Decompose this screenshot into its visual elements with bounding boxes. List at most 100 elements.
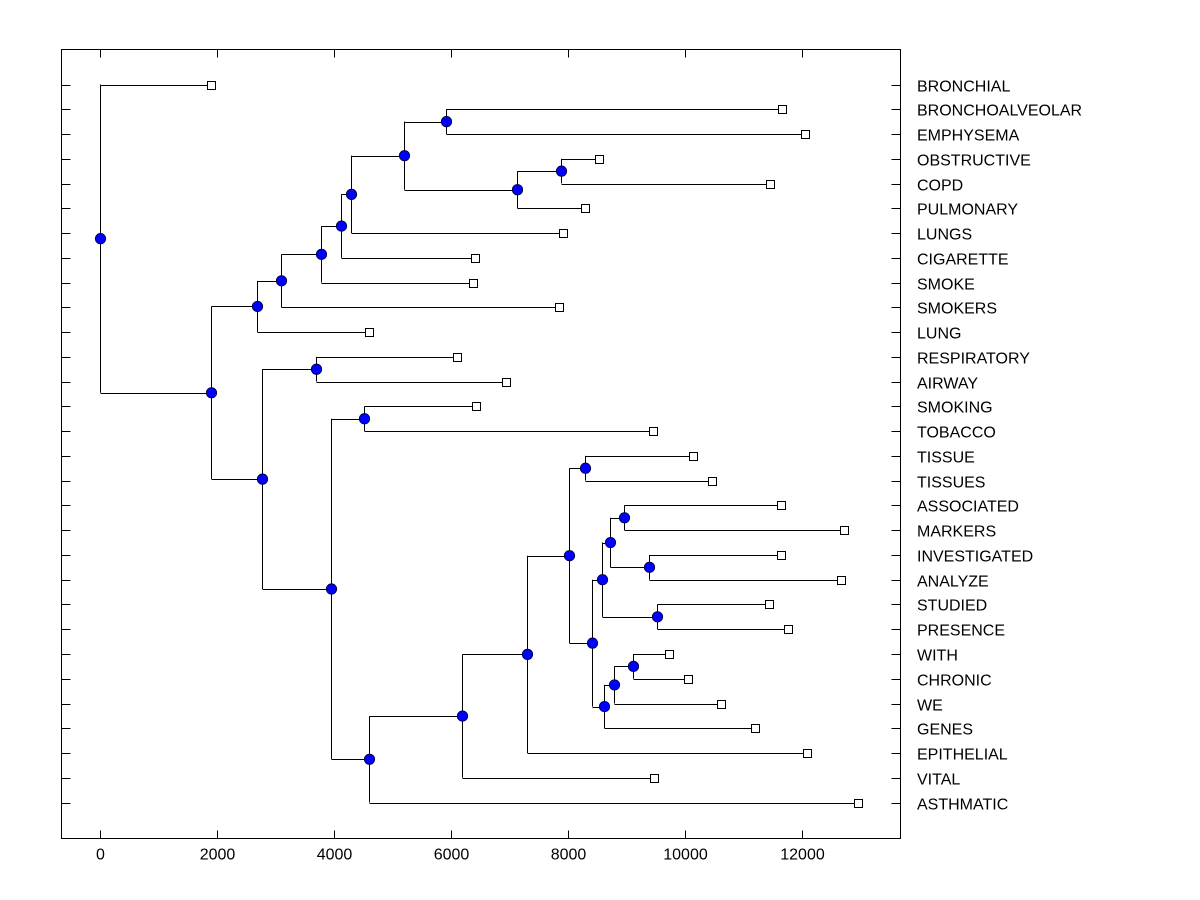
leaf-marker: [472, 402, 481, 411]
leaf-marker: [649, 427, 658, 436]
internal-node: [251, 300, 264, 313]
leaf-label: BRONCHIAL: [917, 79, 1010, 96]
leaf-marker: [765, 600, 774, 609]
leaf-marker: [453, 353, 462, 362]
leaf-markers: [207, 81, 863, 808]
internal-node: [275, 275, 288, 287]
leaf-marker: [365, 328, 374, 337]
internal-node: [555, 165, 568, 177]
internal-node: [363, 753, 376, 765]
leaf-label: SMOKE: [917, 277, 975, 294]
leaf-label: OBSTRUCTIVE: [917, 153, 1031, 170]
internal-node: [596, 574, 609, 586]
leaf-marker: [784, 625, 793, 634]
internal-node: [627, 660, 640, 672]
leaf-marker: [801, 130, 810, 139]
leaf-label: CHRONIC: [917, 673, 992, 690]
leaf-label: SMOKERS: [917, 301, 997, 318]
leaf-label: TOBACCO: [917, 425, 996, 442]
leaf-marker: [207, 81, 216, 90]
leaf-label: PULMONARY: [917, 202, 1018, 219]
leaf-marker: [471, 254, 480, 263]
internal-node: [643, 561, 656, 573]
leaf-marker: [689, 452, 698, 461]
leaf-marker: [708, 477, 717, 486]
leaf-label: RESPIRATORY: [917, 351, 1030, 368]
leaf-label: ANALYZE: [917, 574, 989, 591]
internal-node: [205, 387, 218, 399]
x-tick-label: 0: [96, 847, 105, 864]
leaf-label: LUNGS: [917, 227, 972, 244]
leaf-label: WE: [917, 698, 943, 715]
leaf-label: MARKERS: [917, 524, 996, 541]
x-tick-label: 10000: [663, 847, 708, 864]
internal-node: [651, 611, 664, 623]
leaf-marker: [751, 724, 760, 733]
internal-node-markers: [94, 116, 664, 765]
leaf-label: BRONCHOALVEOLAR: [917, 103, 1082, 120]
internal-node: [398, 150, 411, 162]
leaf-label: SMOKING: [917, 400, 993, 417]
x-tick-label: 4000: [317, 847, 353, 864]
leaf-marker: [837, 576, 846, 585]
leaf-label: INVESTIGATED: [917, 549, 1033, 566]
x-tick-label: 6000: [434, 847, 470, 864]
x-tick-label: 2000: [200, 847, 236, 864]
leaf-marker: [840, 526, 849, 535]
internal-node: [325, 583, 338, 595]
leaf-label: STUDIED: [917, 598, 987, 615]
leaf-label: COPD: [917, 178, 963, 195]
leaf-label: GENES: [917, 722, 973, 739]
internal-node: [456, 710, 469, 722]
leaf-label: CIGARETTE: [917, 252, 1009, 269]
internal-node: [310, 363, 323, 375]
leaf-marker: [595, 155, 604, 164]
leaf-labels: BRONCHIAL BRONCHOALVEOLAR EMPHYSEMA OBSTRUC…: [917, 79, 1082, 814]
internal-node: [604, 536, 617, 549]
internal-node: [440, 116, 453, 128]
internal-node: [608, 679, 621, 691]
leaf-marker: [581, 204, 590, 213]
leaf-marker: [803, 749, 812, 758]
plot-frame: [61, 49, 901, 839]
leaf-label: LUNG: [917, 326, 961, 343]
internal-node: [315, 248, 328, 260]
internal-node: [579, 462, 592, 474]
leaf-marker: [502, 378, 511, 387]
leaf-marker: [469, 279, 478, 288]
leaf-label: PRESENCE: [917, 623, 1005, 640]
internal-node: [256, 473, 269, 485]
tree-edges: [100, 84, 859, 804]
x-tick-label: 8000: [551, 847, 587, 864]
leaf-marker: [777, 501, 786, 510]
leaf-marker: [559, 229, 568, 238]
leaf-label: AIRWAY: [917, 376, 978, 393]
leaf-marker: [854, 799, 863, 808]
internal-node: [358, 413, 371, 425]
internal-node: [618, 512, 631, 524]
leaf-label: ASTHMATIC: [917, 797, 1008, 814]
leaf-label: WITH: [917, 648, 958, 665]
axis-ticks: [61, 49, 901, 839]
x-axis-tick-labels: 0 2000 4000 6000 8000 10000 12000: [96, 847, 825, 864]
leaf-marker: [555, 303, 564, 312]
internal-node: [511, 184, 524, 196]
internal-node: [521, 648, 534, 660]
leaf-label: VITAL: [917, 772, 960, 789]
leaf-label: ASSOCIATED: [917, 499, 1019, 516]
leaf-marker: [717, 700, 726, 709]
leaf-marker: [777, 551, 786, 560]
leaf-marker: [665, 650, 674, 659]
internal-node: [563, 550, 576, 562]
leaf-label: TISSUES: [917, 475, 985, 492]
leaf-label: EMPHYSEMA: [917, 128, 1020, 145]
internal-node: [598, 700, 611, 713]
internal-node: [94, 233, 107, 245]
internal-node: [345, 188, 358, 200]
leaf-marker: [650, 774, 659, 783]
internal-node: [335, 220, 348, 232]
leaf-label: TISSUE: [917, 450, 975, 467]
leaf-marker: [778, 105, 787, 114]
leaf-marker: [766, 180, 775, 189]
